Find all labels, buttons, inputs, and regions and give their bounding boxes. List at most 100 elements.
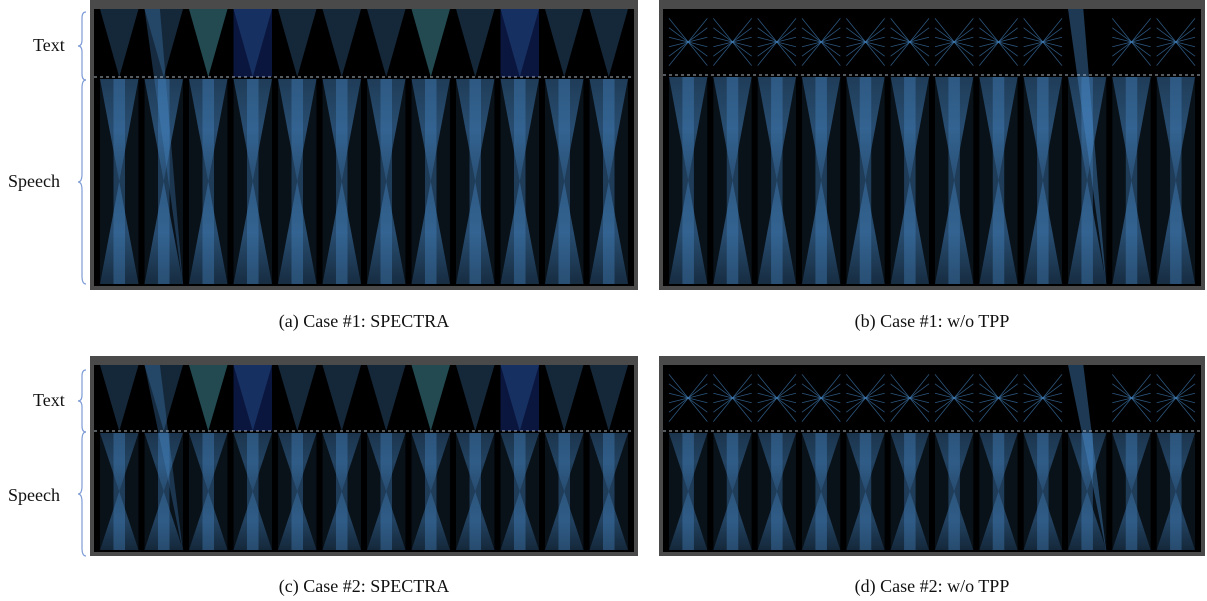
head-label: 8 [473, 365, 477, 366]
attention-head-1: 1 [144, 365, 183, 552]
head-label: 4 [295, 9, 300, 10]
head-label: 1 [730, 365, 734, 366]
head-label: 3 [819, 9, 823, 10]
row-label-speech-2: Speech [8, 485, 60, 505]
row-label-text-2: Text [33, 390, 65, 410]
head-label: 7 [429, 365, 433, 366]
brace-speech-1 [77, 79, 87, 285]
attention-head-7: 7 [979, 9, 1018, 284]
attention-head-9: 9 [1068, 9, 1107, 286]
attention-head-2: 2 [757, 365, 797, 550]
attention-head-6: 6 [934, 365, 974, 550]
head-label: 2 [206, 9, 210, 10]
head-label: 8 [1041, 365, 1045, 366]
caption-d: (d) Case #2: w/o TPP [854, 576, 1010, 596]
attention-head-0: 0 [668, 365, 708, 550]
head-label: 0 [117, 9, 121, 10]
attention-panel-a: 0 1 2 3 4 5 6 7 8 9 10 11 [90, 0, 638, 290]
attention-panel-c: 0 1 2 3 4 5 6 7 8 9 10 11 [90, 356, 638, 556]
attention-head-8: 8 [1023, 9, 1063, 284]
head-label: 6 [952, 365, 957, 366]
attention-head-10: 10 [545, 365, 584, 550]
attention-head-7: 7 [411, 9, 450, 284]
head-label: 3 [251, 9, 255, 10]
attention-head-0: 0 [100, 9, 139, 284]
head-label: 10 [560, 9, 569, 10]
attention-head-3: 3 [233, 365, 272, 550]
head-label: 5 [908, 9, 912, 10]
attention-head-5: 5 [322, 365, 361, 550]
head-label: 1 [730, 9, 734, 10]
attention-map-d: 0 1 2 3 4 5 6 7 8 9 10 11 [663, 365, 1201, 552]
head-label: 4 [863, 365, 868, 366]
head-label: 6 [384, 365, 389, 366]
attention-head-6: 6 [934, 9, 974, 284]
attention-head-10: 10 [1112, 365, 1151, 550]
head-label: 8 [473, 9, 477, 10]
attention-head-8: 8 [1023, 365, 1063, 550]
attention-head-10: 10 [545, 9, 584, 284]
attention-map-a: 0 1 2 3 4 5 6 7 8 9 10 11 [94, 9, 634, 286]
caption-c: (c) Case #2: SPECTRA [278, 576, 450, 596]
row-label-speech-1: Speech [8, 171, 60, 191]
head-label: 5 [908, 365, 912, 366]
head-label: 11 [1171, 9, 1180, 10]
head-label: 7 [996, 9, 1000, 10]
head-label: 9 [518, 9, 522, 10]
attention-head-11: 11 [589, 365, 628, 550]
attention-head-6: 6 [367, 9, 406, 284]
head-label: 5 [340, 9, 344, 10]
attention-head-9: 9 [500, 9, 539, 284]
attention-head-11: 11 [589, 9, 628, 284]
head-label: 5 [340, 365, 344, 366]
head-label: 11 [1171, 365, 1180, 366]
row-label-text-1: Text [33, 35, 65, 55]
head-label: 4 [863, 9, 868, 10]
brace-text-2 [77, 369, 87, 433]
head-label: 2 [775, 365, 779, 366]
head-label: 1 [162, 365, 166, 366]
attention-head-5: 5 [890, 365, 930, 550]
caption-b: (b) Case #1: w/o TPP [854, 311, 1010, 331]
attention-head-11: 11 [1156, 9, 1196, 284]
attention-head-0: 0 [668, 9, 708, 284]
attention-head-11: 11 [1156, 365, 1196, 550]
head-label: 11 [604, 9, 613, 10]
attention-head-2: 2 [189, 9, 228, 284]
attention-map-c: 0 1 2 3 4 5 6 7 8 9 10 11 [94, 365, 634, 552]
attention-head-4: 4 [278, 365, 317, 550]
attention-head-4: 4 [278, 9, 317, 284]
attention-head-4: 4 [846, 9, 885, 284]
attention-panel-d: 0 1 2 3 4 5 6 7 8 9 10 11 [659, 356, 1205, 556]
head-label: 8 [1041, 9, 1045, 10]
caption-a: (a) Case #1: SPECTRA [278, 311, 450, 331]
attention-head-3: 3 [801, 365, 841, 550]
attention-map-b: 0 1 2 3 4 5 6 7 8 9 10 11 [663, 9, 1201, 286]
attention-head-7: 7 [979, 365, 1018, 550]
attention-head-5: 5 [890, 9, 930, 284]
brace-text-1 [77, 11, 87, 81]
attention-head-8: 8 [456, 365, 495, 550]
attention-head-8: 8 [456, 9, 495, 284]
head-label: 4 [295, 365, 300, 366]
head-label: 7 [429, 9, 433, 10]
head-label: 0 [686, 365, 690, 366]
head-label: 6 [384, 9, 389, 10]
attention-head-7: 7 [411, 365, 450, 550]
attention-head-2: 2 [189, 365, 228, 550]
head-label: 6 [952, 9, 957, 10]
head-label: 0 [686, 9, 690, 10]
attention-head-2: 2 [757, 9, 797, 284]
head-label: 3 [251, 365, 255, 366]
attention-head-5: 5 [322, 9, 361, 284]
brace-speech-2 [77, 431, 87, 557]
attention-head-0: 0 [100, 365, 139, 550]
attention-head-1: 1 [144, 9, 183, 286]
head-label: 10 [560, 365, 569, 366]
head-label: 2 [775, 9, 779, 10]
head-label: 11 [604, 365, 613, 366]
attention-head-9: 9 [1068, 365, 1107, 552]
attention-head-10: 10 [1112, 9, 1151, 284]
attention-head-6: 6 [367, 365, 406, 550]
head-label: 9 [1085, 365, 1089, 366]
